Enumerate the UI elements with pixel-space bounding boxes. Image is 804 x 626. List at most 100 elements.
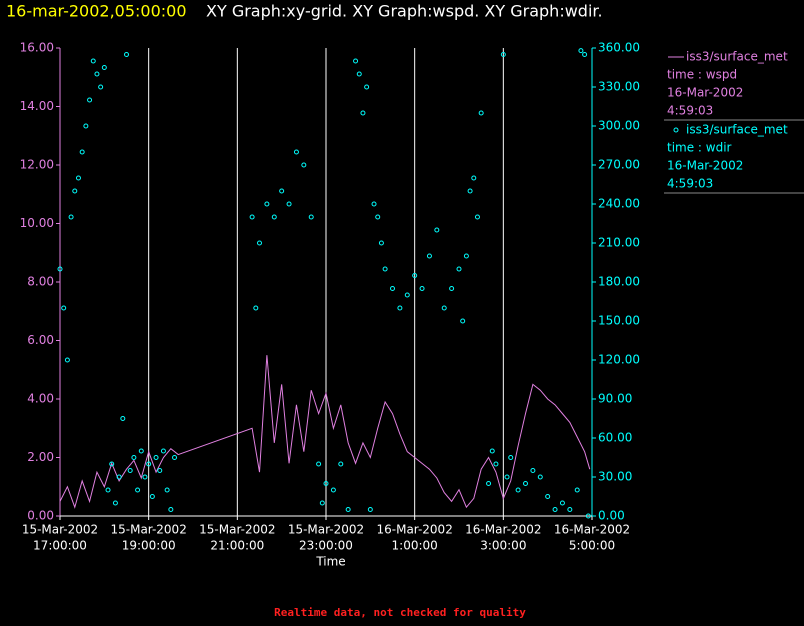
x-tick-label: 3:00:00 xyxy=(480,539,526,553)
scatter-point xyxy=(120,416,126,421)
scatter-point xyxy=(68,214,74,220)
scatter-point xyxy=(127,468,133,473)
timestamp: 16-mar-2002,05:00:00 xyxy=(6,2,187,21)
scatter-point xyxy=(537,474,543,480)
scatter-point xyxy=(353,58,359,64)
scatter-point xyxy=(489,448,495,454)
scatter-point xyxy=(149,494,155,499)
y2-tick-label: 330.00 xyxy=(598,80,640,94)
scatter-point xyxy=(412,273,418,278)
y2-tick-label: 120.00 xyxy=(598,353,640,367)
scatter-point xyxy=(308,214,314,220)
legend-label: time : wspd xyxy=(667,68,737,82)
x-tick-label: 21:00:00 xyxy=(210,539,264,553)
scatter-point xyxy=(345,507,351,512)
y-tick-label: 2.00 xyxy=(27,450,54,464)
scatter-point xyxy=(286,201,292,207)
scatter-point xyxy=(257,240,262,246)
scatter-point xyxy=(574,487,580,493)
scatter-point xyxy=(131,455,137,460)
scatter-point xyxy=(585,513,591,519)
y-tick-label: 12.00 xyxy=(20,158,54,172)
y2-tick-label: 150.00 xyxy=(598,314,640,328)
y2-tick-label: 270.00 xyxy=(598,158,640,172)
x-tick-label: 16-Mar-2002 xyxy=(376,523,452,537)
scatter-point xyxy=(160,448,166,454)
scatter-point xyxy=(264,201,270,207)
scatter-point xyxy=(419,286,425,291)
scatter-point xyxy=(109,461,115,467)
scatter-point xyxy=(172,455,178,460)
scatter-point xyxy=(371,201,377,207)
scatter-point xyxy=(105,487,111,493)
scatter-point xyxy=(530,468,536,473)
x-tick-label: 15-Mar-2002 xyxy=(288,523,364,537)
scatter-point xyxy=(338,461,344,467)
scatter-point xyxy=(90,58,96,64)
legend-label: 16-Mar-2002 xyxy=(667,159,743,173)
scatter-point xyxy=(493,461,499,467)
scatter-point xyxy=(578,48,584,54)
y2-tick-label: 180.00 xyxy=(598,275,640,289)
scatter-point xyxy=(301,162,307,168)
y2-tick-label: 60.00 xyxy=(598,431,632,445)
scatter-point xyxy=(478,110,484,116)
scatter-point xyxy=(360,110,366,116)
y-tick-label: 16.00 xyxy=(20,41,54,55)
y2-tick-label: 240.00 xyxy=(598,197,640,211)
scatter-point xyxy=(523,481,528,486)
scatter-point xyxy=(364,84,370,90)
footer: Realtime data, not checked for quality xyxy=(274,606,526,619)
scatter-point xyxy=(441,305,447,311)
legend-label: time : wdir xyxy=(667,141,732,155)
scatter-point xyxy=(146,461,152,467)
scatter-point xyxy=(467,188,473,194)
scatter-point xyxy=(404,292,410,298)
scatter-point xyxy=(545,494,551,499)
scatter-point xyxy=(87,97,93,103)
scatter-point xyxy=(164,487,170,493)
scatter-point xyxy=(279,188,285,194)
scatter-point xyxy=(330,487,336,493)
x-tick-label: 15-Mar-2002 xyxy=(22,523,98,537)
legend-label: 16-Mar-2002 xyxy=(667,86,743,100)
x-tick-label: 1:00:00 xyxy=(392,539,438,553)
scatter-point xyxy=(61,305,67,311)
scatter-point xyxy=(98,84,104,90)
scatter-point xyxy=(57,266,63,272)
scatter-point xyxy=(79,149,85,155)
line-series xyxy=(59,355,591,509)
scatter-point xyxy=(434,227,440,233)
scatter-point xyxy=(356,71,362,77)
scatter-point xyxy=(567,507,573,512)
y2-tick-label: 360.00 xyxy=(598,41,640,55)
scatter-point xyxy=(271,214,277,220)
legend-label: iss3/surface_met xyxy=(686,50,788,64)
scatter-point xyxy=(582,52,588,57)
scatter-point xyxy=(83,123,89,129)
scatter-point xyxy=(486,481,492,486)
legend-swatch xyxy=(673,127,679,133)
scatter-point xyxy=(559,500,565,506)
scatter-point xyxy=(390,286,395,291)
scatter-point xyxy=(375,214,381,220)
x-axis-label: Time xyxy=(315,555,345,569)
scatter-point xyxy=(249,214,255,220)
scatter-point xyxy=(293,149,299,155)
x-tick-label: 5:00:00 xyxy=(569,539,615,553)
scatter-point xyxy=(474,214,480,220)
y2-tick-label: 0.00 xyxy=(598,509,625,523)
scatter-point xyxy=(142,474,148,480)
y2-tick-label: 30.00 xyxy=(598,470,632,484)
scatter-point xyxy=(75,175,81,181)
legend-label: 4:59:03 xyxy=(667,104,713,118)
scatter-point xyxy=(64,357,70,363)
scatter-point xyxy=(124,52,129,57)
scatter-point xyxy=(253,305,259,311)
scatter-point xyxy=(382,266,388,272)
y-tick-label: 8.00 xyxy=(27,275,54,289)
scatter-point xyxy=(101,65,107,70)
y2-tick-label: 90.00 xyxy=(598,392,632,406)
